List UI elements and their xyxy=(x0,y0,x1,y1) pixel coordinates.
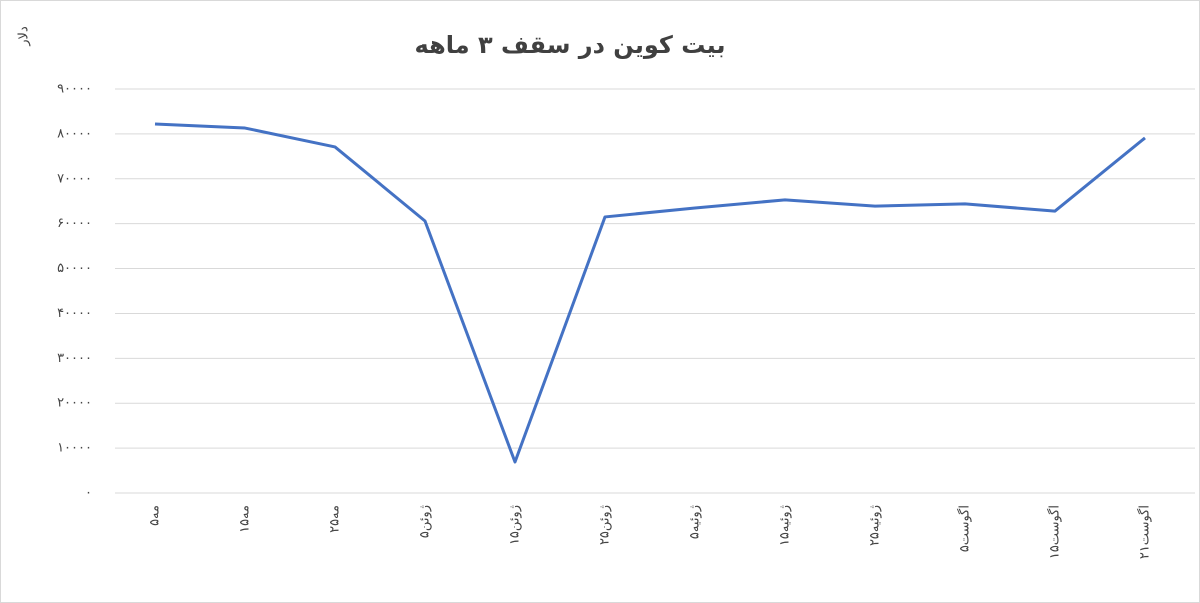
y-tick-label: ۲۰۰۰۰ xyxy=(57,396,92,411)
x-tick-label: ۵ژوئن xyxy=(418,505,433,538)
chart-title: بیت کوین در سقف ۳ ماهه xyxy=(415,31,726,59)
y-tick-label: ۱۰۰۰۰ xyxy=(57,441,92,456)
x-tick-label: ۵مه xyxy=(148,505,163,526)
x-tick-label: ۵ژوئیه xyxy=(688,505,703,539)
y-tick-label: ۵۰۰۰۰ xyxy=(57,261,92,276)
x-tick-label: ۲۵ژوئن xyxy=(598,505,613,545)
y-tick-label: ۳۰۰۰۰ xyxy=(57,351,92,366)
y-tick-label: ۰ xyxy=(85,486,92,501)
x-tick-label: ۲۱اگوست xyxy=(1137,505,1153,559)
x-tick-label: ۱۵ژوئیه xyxy=(778,505,793,546)
x-tick-label: ۲۵ژوئیه xyxy=(868,505,883,546)
x-tick-label: ۱۵اگوست xyxy=(1047,505,1063,559)
x-tick-label: ۲۵مه xyxy=(328,505,343,533)
x-tick-label: ۱۵ژوئن xyxy=(508,505,523,545)
x-tick-label: ۵اگوست xyxy=(957,505,973,552)
x-tick-label: ۱۵مه xyxy=(238,505,253,533)
y-tick-label: ۶۰۰۰۰ xyxy=(57,216,92,231)
data-line xyxy=(154,122,1146,464)
y-tick-label: ۹۰۰۰۰ xyxy=(57,82,92,97)
y-tick-label: ۸۰۰۰۰ xyxy=(57,126,92,141)
y-axis-label: دلار xyxy=(17,26,32,47)
y-tick-label: ۴۰۰۰۰ xyxy=(57,306,92,321)
y-tick-label: ۷۰۰۰۰ xyxy=(57,171,92,186)
